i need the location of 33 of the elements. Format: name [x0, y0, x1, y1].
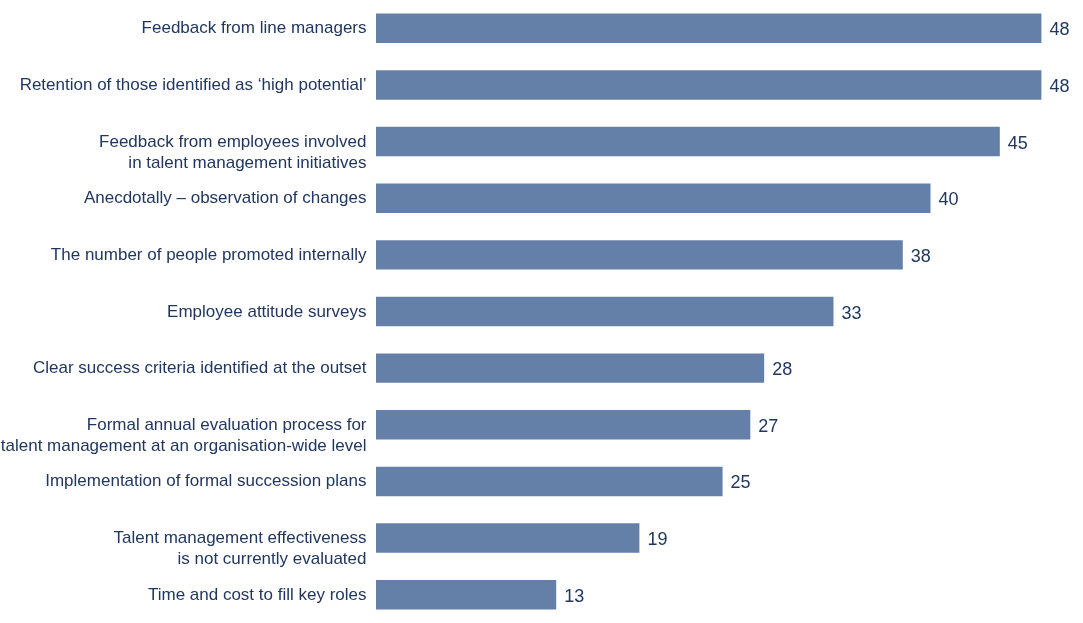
y-tick-label: Clear success criteria identified at the outset — [32, 358, 367, 378]
y-tick-label: Time and cost to fill key roles — [147, 584, 367, 604]
y-tick-label: Implementation of formal succession plans — [45, 471, 367, 491]
y-tick-label: Formal annual evaluation process for talent management at an organisation-wide level — [0, 414, 367, 455]
data-label: 48 — [1049, 75, 1070, 96]
bar — [376, 410, 751, 440]
data-label: 45 — [1007, 132, 1028, 153]
data-label: 33 — [841, 302, 862, 323]
bar — [376, 70, 1042, 100]
bar — [376, 126, 1000, 157]
y-tick-label: Anecdotally – observation of changes — [83, 188, 367, 208]
y-tick-label: The number of people promoted internally — [50, 244, 367, 264]
bar — [376, 296, 834, 327]
data-label: 38 — [910, 245, 931, 266]
bar — [376, 353, 765, 383]
y-tick-label: Retention of those identified as ‘high potential’ — [19, 74, 367, 94]
data-label: 27 — [758, 415, 779, 436]
data-label: 48 — [1049, 19, 1070, 40]
data-label: 13 — [564, 585, 585, 606]
y-tick-label: Employee attitude surveys — [167, 301, 367, 321]
data-label: 19 — [647, 529, 668, 550]
bar — [376, 579, 557, 610]
bar — [376, 523, 640, 553]
data-label: 25 — [730, 472, 751, 493]
bar — [376, 183, 931, 213]
data-label: 40 — [938, 189, 959, 210]
bar — [376, 13, 1042, 44]
bar — [376, 466, 723, 497]
y-tick-label: Feedback from line managers — [141, 18, 367, 38]
bar — [376, 240, 903, 270]
data-label: 28 — [772, 359, 793, 380]
y-tick-label: Talent management effectiveness is not currently evaluated — [113, 528, 367, 569]
y-tick-label: Feedback from employees involved in talent management initiatives — [99, 131, 367, 172]
